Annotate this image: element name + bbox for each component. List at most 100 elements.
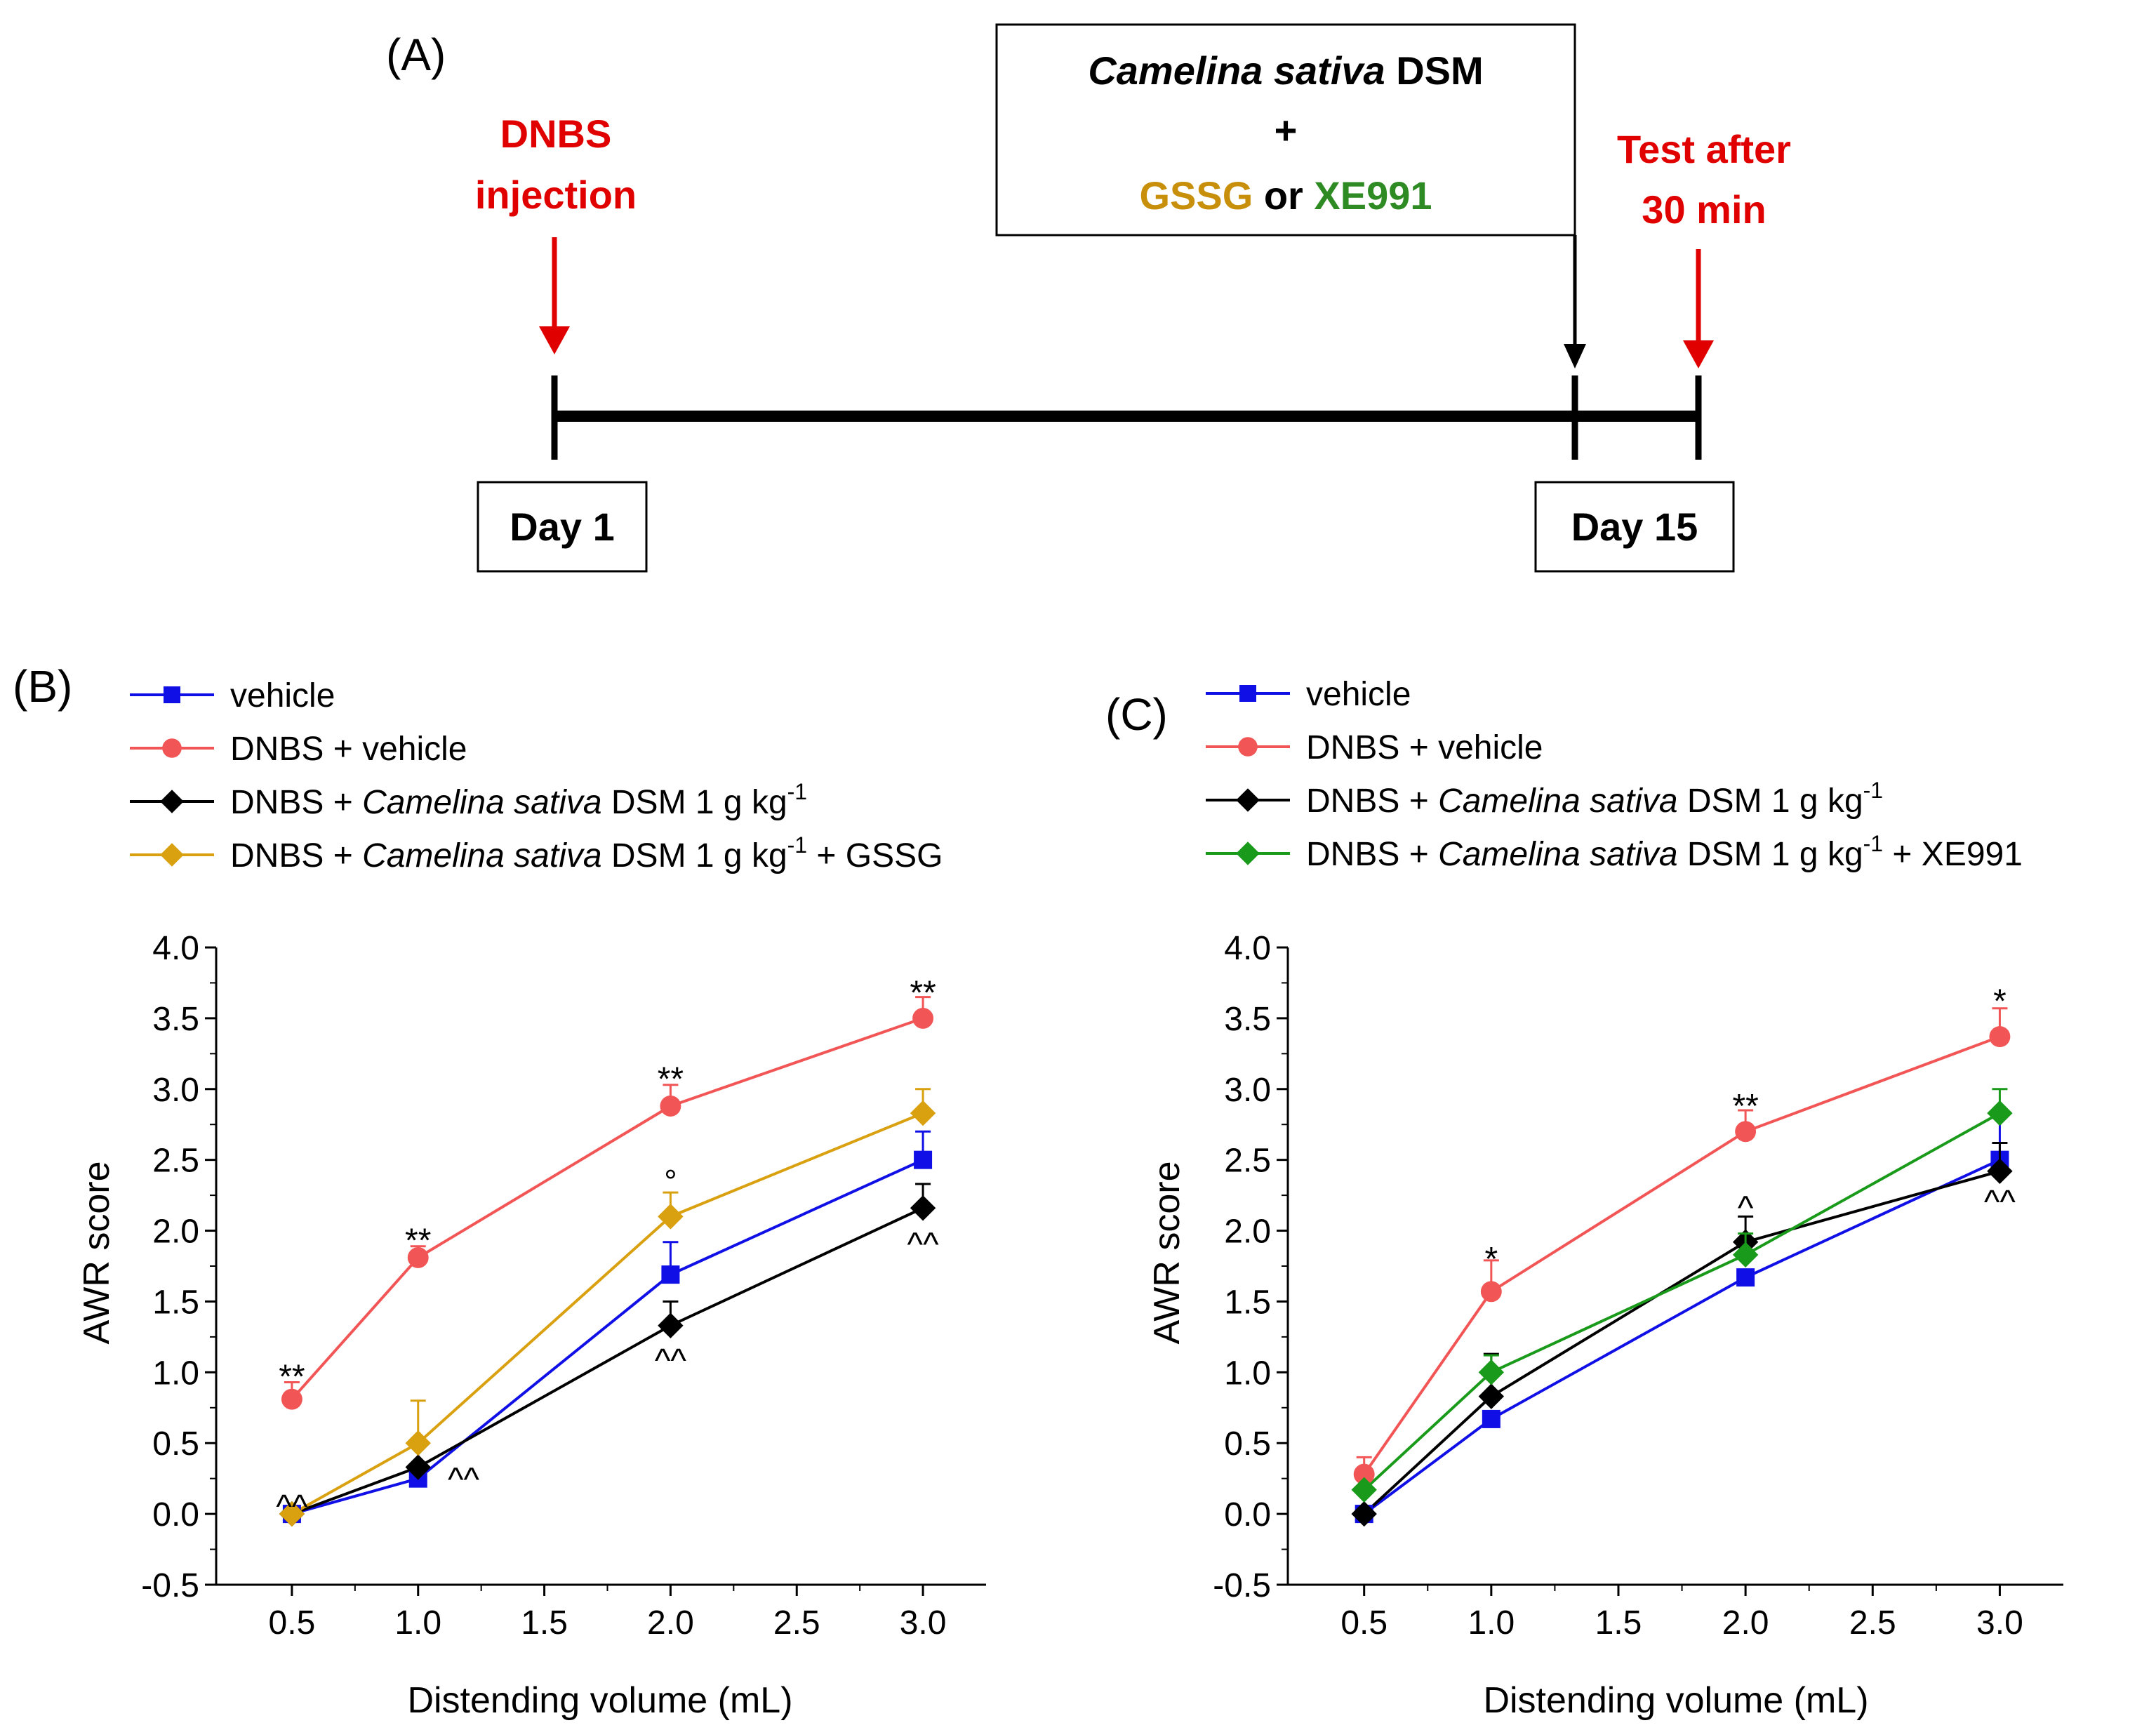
legend-text: DNBS + (230, 784, 362, 821)
dnbs-label-line1: DNBS (500, 112, 612, 156)
chart-c-point-1 (1989, 1026, 2011, 1048)
dnbs-arrow-icon (539, 237, 570, 354)
chart-c-point-1 (1735, 1121, 1757, 1143)
chart-c-xtick-label: 3.0 (1976, 1604, 2023, 1642)
chart-c-series-line-1 (1363, 1035, 2001, 1475)
chart-c-point-0 (1482, 1409, 1500, 1428)
legend-text: DNBS + (1306, 783, 1438, 820)
treatment-arrow-icon (1564, 235, 1586, 368)
chart-c-ytick-label: 0.0 (1224, 1496, 1271, 1533)
chart-b-point-1 (281, 1388, 302, 1410)
chart-c-legend-label-2: DNBS + Camelina sativa DSM 1 g kg-1 (1306, 778, 1883, 820)
chart-b-series-line-0 (291, 1158, 924, 1516)
chart-b-series-line-1 (291, 1016, 924, 1401)
chart-b-xtick-label: 3.0 (900, 1604, 947, 1642)
chart-c-panel-label: (C) (1105, 689, 1168, 740)
chart-c-xtick-label: 2.0 (1722, 1604, 1769, 1642)
chart-b-ytick-label: 0.0 (152, 1496, 199, 1533)
chart-c-point-3 (1732, 1242, 1759, 1268)
chart-b-point-2 (658, 1312, 684, 1338)
chart-b-annotation: ° (664, 1163, 677, 1199)
chart-c-point-3 (1987, 1100, 2013, 1126)
chart-c-ytick-label: 1.0 (1224, 1355, 1271, 1392)
chart-b-ytick-label: 4.0 (152, 930, 199, 967)
chart-c-series-line-2 (1363, 1169, 2000, 1515)
legend-species: Camelina sativa (1438, 783, 1677, 820)
chart-c-point-3 (1351, 1477, 1377, 1503)
chart-b-xtick-label: 2.0 (647, 1604, 694, 1642)
chart-c-point-0 (1736, 1268, 1755, 1287)
chart-c-annotation: ^^ (1984, 1184, 2016, 1221)
chart-b-annotation: ^^ (276, 1489, 308, 1526)
treatment-or: or (1253, 173, 1314, 218)
chart-c-annotation: ** (1732, 1088, 1758, 1125)
chart-c-xtick-label: 1.5 (1595, 1604, 1642, 1642)
chart-c-point-2 (1987, 1158, 2013, 1185)
chart-b-series-line-3 (291, 1112, 924, 1515)
chart-b-ytick-label: 3.0 (152, 1072, 199, 1109)
chart-c-ytick-label: -0.5 (1213, 1567, 1271, 1604)
legend-text: DSM 1 g kg (1678, 836, 1863, 873)
chart-b-point-3 (658, 1204, 684, 1230)
chart-b-legend-marker-2 (160, 790, 184, 813)
chart-b-point-2 (405, 1454, 431, 1480)
chart-c-legend-marker-3 (1236, 841, 1260, 865)
chart-b-plot: -0.5 0.0 0.5 1.0 1.5 2.0 2.5 3.0 3.5 4.0 0.5 1.0 1.5… (141, 930, 986, 1642)
chart-b-annotation: ** (405, 1223, 431, 1260)
chart-b-point-3 (910, 1100, 936, 1126)
chart-b-ytick-label: -0.5 (141, 1567, 199, 1604)
chart-b-xtick-label: 0.5 (269, 1604, 316, 1642)
chart-b-annotation: ^^ (448, 1462, 480, 1499)
treatment-species: Camelina sativa (1088, 48, 1385, 93)
legend-superscript: -1 (787, 779, 807, 804)
legend-text: DSM 1 g kg (1678, 783, 1863, 820)
chart-b-point-2 (910, 1195, 936, 1221)
chart-c-xtick-label: 2.5 (1849, 1604, 1896, 1642)
treatment-line3: GSSG or XE991 (1139, 173, 1432, 218)
chart-c-series-line-3 (1363, 1112, 2001, 1491)
chart-b-point-3 (405, 1430, 431, 1456)
legend-superscript: -1 (1863, 778, 1883, 803)
chart-b-legend: vehicle DNBS + vehicle DNBS + Camelina sat… (130, 677, 943, 874)
chart-b-legend-marker-3 (160, 843, 184, 867)
chart-b-point-1 (912, 1007, 934, 1029)
chart-c-legend-label-1: DNBS + vehicle (1306, 729, 1543, 766)
chart-b-xtick-label: 1.5 (521, 1604, 568, 1642)
panel-a-label: (A) (386, 29, 446, 80)
chart-b-panel-label: (B) (13, 661, 72, 712)
chart-c-ytick-label: 2.5 (1224, 1143, 1271, 1180)
chart-panel-b: (B) vehicle DNBS + vehicle DNBS + Camelina… (13, 661, 986, 1721)
treatment-box (995, 23, 1576, 237)
chart-b-legend-marker-0 (164, 686, 180, 703)
chart-c-ytick-label: 2.0 (1224, 1213, 1271, 1251)
chart-b-ytick-label: 2.0 (152, 1213, 199, 1251)
chart-c-legend-label-0: vehicle (1306, 676, 1411, 713)
treatment-xe991: XE991 (1314, 173, 1432, 218)
chart-c-series-line-0 (1363, 1158, 2001, 1515)
chart-c-point-1 (1480, 1281, 1502, 1303)
chart-b-legend-marker-1 (162, 738, 182, 758)
test-arrow-icon (1683, 249, 1714, 368)
chart-b-point-3 (279, 1501, 305, 1527)
legend-species: Camelina sativa (362, 784, 601, 821)
chart-b-annotation: ^^ (907, 1227, 940, 1264)
legend-species: Camelina sativa (362, 837, 601, 874)
chart-c-legend-marker-1 (1238, 737, 1258, 757)
chart-b-ytick-label: 1.0 (152, 1355, 199, 1392)
legend-text: DSM 1 g kg (602, 784, 787, 821)
chart-b-ytick-label: 0.5 (152, 1425, 199, 1463)
chart-c-annotation: * (1993, 983, 2007, 1020)
chart-b-legend-label-0: vehicle (230, 677, 335, 714)
chart-c-legend-marker-2 (1236, 788, 1260, 812)
chart-c-legend-marker-0 (1239, 685, 1256, 702)
chart-b-legend-label-2: DNBS + Camelina sativa DSM 1 g kg-1 (230, 779, 807, 821)
chart-c-ytick-label: 4.0 (1224, 930, 1271, 967)
chart-c-legend: vehicle DNBS + vehicle DNBS + Camelina sat… (1206, 676, 2023, 873)
legend-superscript: -1 (1863, 831, 1883, 856)
chart-c-ytick-label: 3.5 (1224, 1001, 1271, 1038)
test-label-line1: Test after (1617, 127, 1791, 171)
chart-c-annotation: * (1484, 1241, 1498, 1278)
chart-b-ytick-label: 2.5 (152, 1143, 199, 1180)
treatment-gssg: GSSG (1139, 173, 1253, 218)
chart-c-plot: -0.5 0.0 0.5 1.0 1.5 2.0 2.5 3.0 3.5 4.0 0.5 1.0 1.5… (1213, 930, 2063, 1642)
